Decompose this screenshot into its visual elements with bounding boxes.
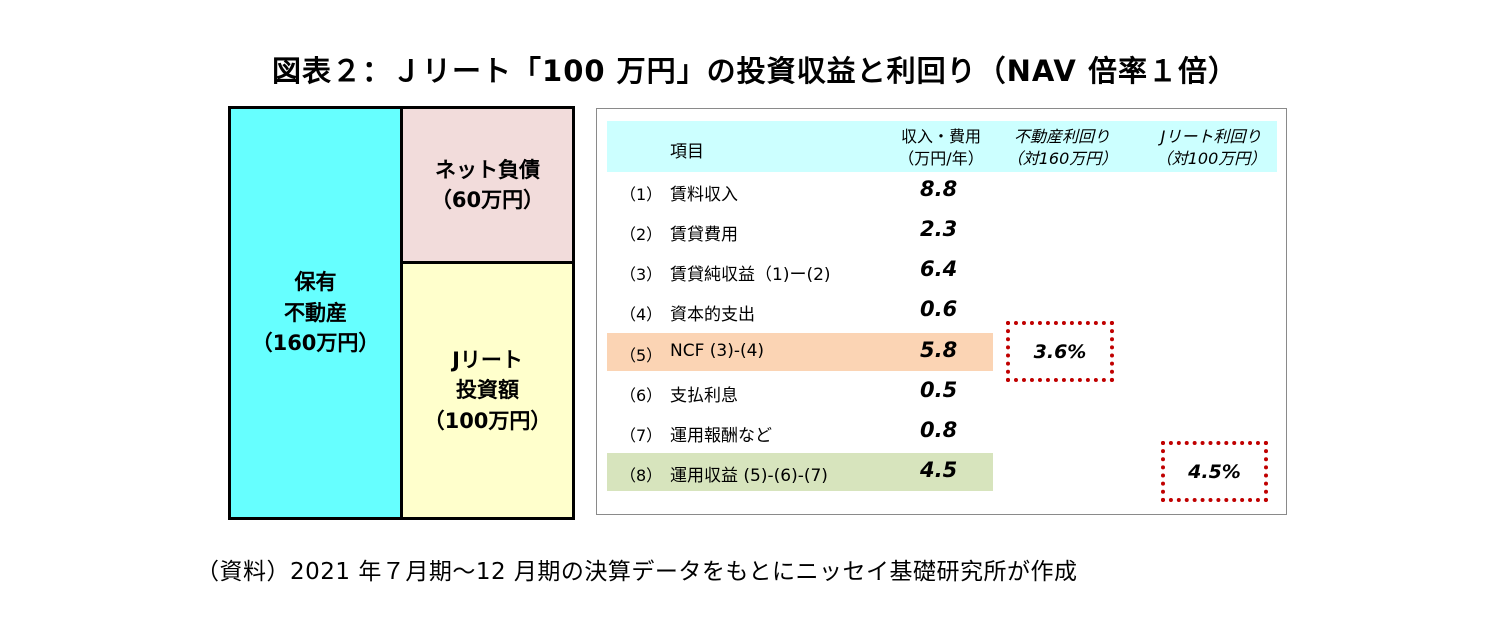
asset-label-2: 不動産 <box>284 300 347 325</box>
row-number: （4） <box>620 305 663 324</box>
row-label: 賃貸費用 <box>670 225 738 245</box>
jreit-investment-box: Jリート 投資額 （100万円） <box>400 261 575 520</box>
net-debt-box: ネット負債 （60万円） <box>400 106 575 264</box>
header-jreit-yield-line2: （対100万円） <box>1155 148 1267 168</box>
header-property-yield: 不動産利回り （対160万円） <box>1000 126 1124 169</box>
row-number: （1） <box>620 185 663 204</box>
debt-label: ネット負債 <box>434 157 540 182</box>
row-number: （3） <box>620 265 663 284</box>
header-item: 項目 <box>670 142 704 162</box>
jreit-yield-box: 4.5% <box>1161 441 1268 502</box>
row-number: （7） <box>620 426 663 445</box>
table-row: （6） 支払利息 0.5 <box>620 374 1000 412</box>
header-jreit-yield: Jリート利回り （対100万円） <box>1146 126 1276 169</box>
header-property-yield-line2: （対160万円） <box>1006 148 1118 168</box>
row-number: （2） <box>620 225 663 244</box>
header-jreit-yield-line1: Jリート利回り <box>1160 127 1262 146</box>
property-yield-box: 3.6% <box>1006 321 1114 382</box>
row-number: （5） <box>620 346 663 365</box>
header-income-expense: 収入・費用 （万円/年） <box>886 126 996 169</box>
equity-label-1: Jリート <box>452 347 523 372</box>
source-note: （資料）2021 年７月期～12 月期の決算データをもとにニッセイ基礎研究所が作… <box>196 559 1078 585</box>
row-value: 0.8 <box>920 418 958 442</box>
yield-table-frame <box>596 108 1287 515</box>
row-label: 賃料収入 <box>670 185 738 205</box>
row-label: 支払利息 <box>670 386 738 406</box>
table-row: （3） 賃貸純収益（1)ー(2) 6.4 <box>620 253 1000 291</box>
row-number: （8） <box>620 466 663 485</box>
header-property-yield-line1: 不動産利回り <box>1013 127 1110 146</box>
row-value: 0.5 <box>920 378 958 402</box>
row-label: 賃貸純収益（1)ー(2) <box>670 265 831 285</box>
table-row: （2） 賃貸費用 2.3 <box>620 213 1000 251</box>
row-number: （6） <box>620 386 663 405</box>
row-value: 0.6 <box>920 297 958 321</box>
equity-label-2: 投資額 <box>456 378 519 403</box>
row-value: 4.5 <box>920 458 958 482</box>
row-label: NCF (3)-(4) <box>670 341 765 361</box>
asset-amount: （160万円） <box>251 331 380 356</box>
header-income-expense-line1: 収入・費用 <box>900 127 981 146</box>
row-label: 運用報酬など <box>670 426 772 446</box>
table-row: （8） 運用収益 (5)-(6)-(7) 4.5 <box>620 454 1000 492</box>
debt-amount: （60万円） <box>430 188 545 212</box>
row-label: 運用収益 (5)-(6)-(7) <box>670 466 828 486</box>
row-value: 6.4 <box>920 257 958 281</box>
operating-income-row-highlight <box>607 453 993 491</box>
table-row: （1） 賃料収入 8.8 <box>620 173 1000 211</box>
table-header-background <box>607 121 1277 172</box>
row-value: 2.3 <box>920 217 958 241</box>
figure-title: 図表２：Ｊリート「100 万円」の投資収益と利回り（NAV 倍率１倍） <box>272 54 1238 88</box>
row-value: 8.8 <box>920 177 958 201</box>
ncf-row-highlight <box>607 333 993 371</box>
asset-label-1: 保有 <box>294 270 337 295</box>
header-income-expense-line2: （万円/年） <box>898 148 984 168</box>
row-label: 資本的支出 <box>670 305 755 325</box>
table-row: （5） NCF (3)-(4) 5.8 <box>620 334 1000 372</box>
equity-amount: （100万円） <box>423 408 552 433</box>
owned-property-box: 保有 不動産 （160万円） <box>228 106 403 520</box>
table-row: （7） 運用報酬など 0.8 <box>620 414 1000 452</box>
table-row: （4） 資本的支出 0.6 <box>620 293 1000 331</box>
row-value: 5.8 <box>920 338 958 362</box>
